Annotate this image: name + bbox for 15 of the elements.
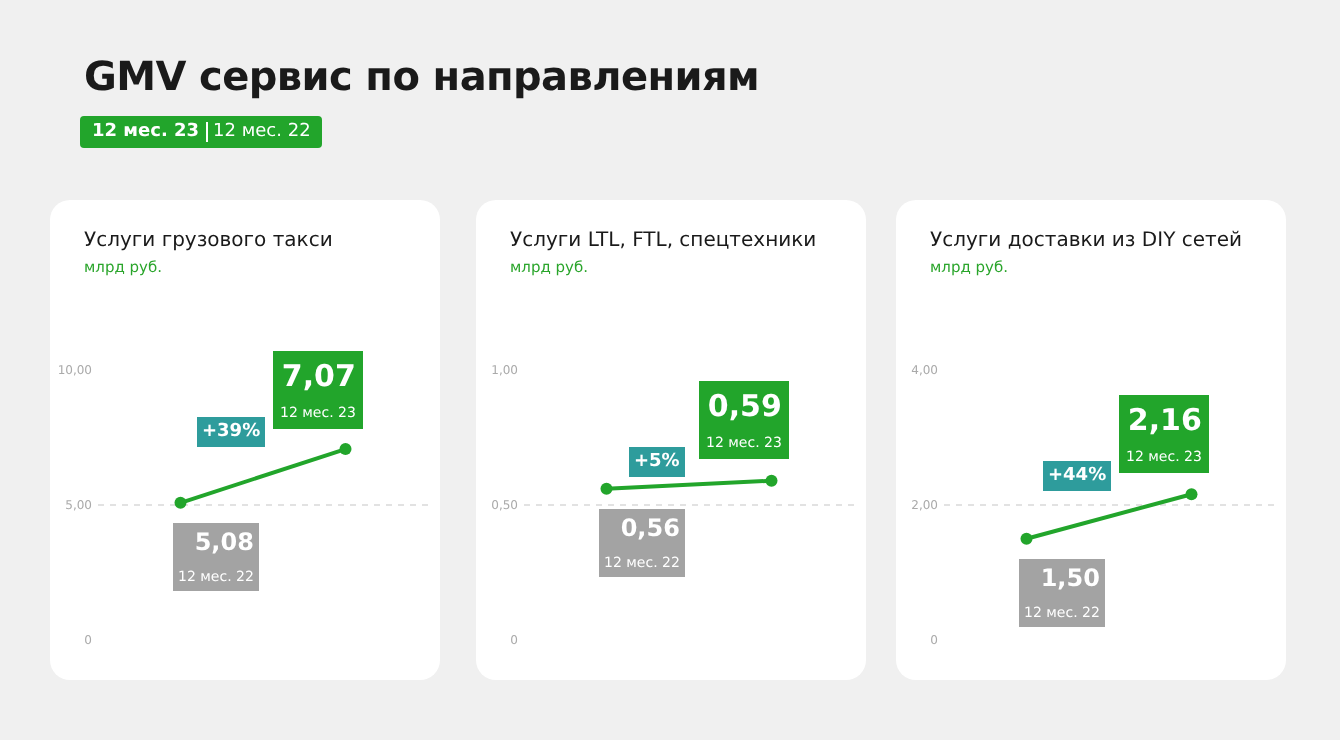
data-label: 0,59 xyxy=(707,388,782,424)
data-label: 7,07 xyxy=(281,358,356,394)
annotation: +39% xyxy=(202,422,261,442)
data-label: 0,56 xyxy=(620,514,680,542)
chart-title: Услуги доставки из DIY сетей xyxy=(930,230,1242,252)
text: 12 мес. 23 xyxy=(92,122,200,142)
data-label: 5,08 xyxy=(194,528,254,556)
chart-title: Услуги LTL, FTL, спецтехники xyxy=(510,230,817,252)
annotation: +44% xyxy=(1048,466,1107,486)
data-label: 2,16 xyxy=(1127,402,1202,438)
annotation: +5% xyxy=(634,452,680,472)
chart-title: Услуги грузового такси xyxy=(84,230,333,252)
text: 12 мес. 22 xyxy=(205,122,311,142)
data-label: 1,50 xyxy=(1040,564,1100,592)
text: GMV сервис по направлениям xyxy=(84,52,760,100)
